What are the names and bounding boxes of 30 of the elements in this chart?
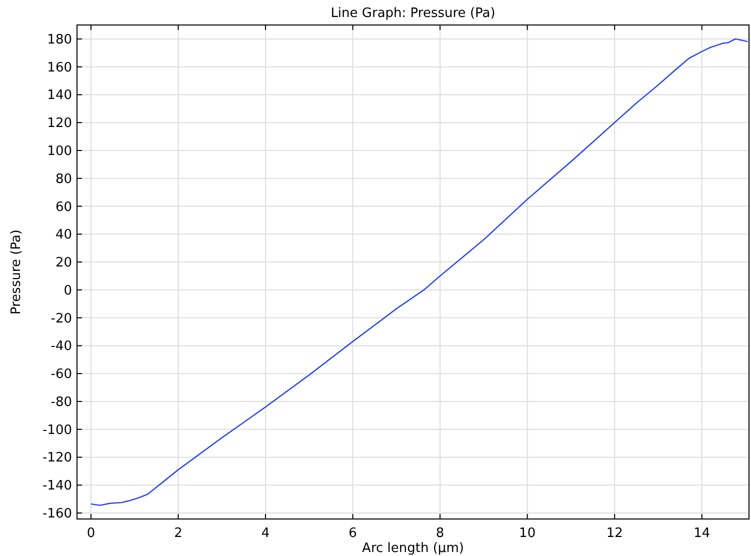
y-tick-label: -60 xyxy=(50,367,72,382)
x-tick-label: 6 xyxy=(348,526,357,541)
y-tick-label: 80 xyxy=(55,172,72,187)
x-tick-label: 0 xyxy=(86,526,96,541)
y-tick-label: 140 xyxy=(47,88,72,104)
y-tick-label: -140 xyxy=(42,478,72,494)
y-tick-label: 160 xyxy=(47,60,72,76)
line-series xyxy=(90,38,748,506)
y-tick-label: 40 xyxy=(55,228,72,243)
x-tick-label: 14 xyxy=(694,526,710,541)
y-tick-label: -120 xyxy=(42,450,72,466)
x-tick-label: 8 xyxy=(436,526,444,541)
y-tick-label: -160 xyxy=(42,506,72,522)
y-tick-label: -20 xyxy=(50,311,72,326)
y-tick-label: -100 xyxy=(42,422,72,438)
x-tick-label: 2 xyxy=(174,526,182,541)
x-axis-title: Arc length (µm) xyxy=(362,541,464,556)
y-tick-label: 60 xyxy=(55,200,72,215)
y-tick-label: 100 xyxy=(47,144,72,159)
y-tick-label: -80 xyxy=(50,394,72,410)
x-tick-label: 4 xyxy=(261,526,270,541)
y-tick-label: -40 xyxy=(50,339,72,354)
y-tick-label: 180 xyxy=(47,32,72,48)
y-axis-title: Pressure (Pa) xyxy=(9,229,24,315)
y-tick-label: 120 xyxy=(47,116,72,132)
x-tick-label: 10 xyxy=(519,526,536,541)
y-tick-label: 20 xyxy=(55,256,72,271)
y-tick-label: 0 xyxy=(64,283,72,298)
x-tick-label: 12 xyxy=(606,526,623,541)
chart-title: Line Graph: Pressure (Pa) xyxy=(330,6,496,21)
